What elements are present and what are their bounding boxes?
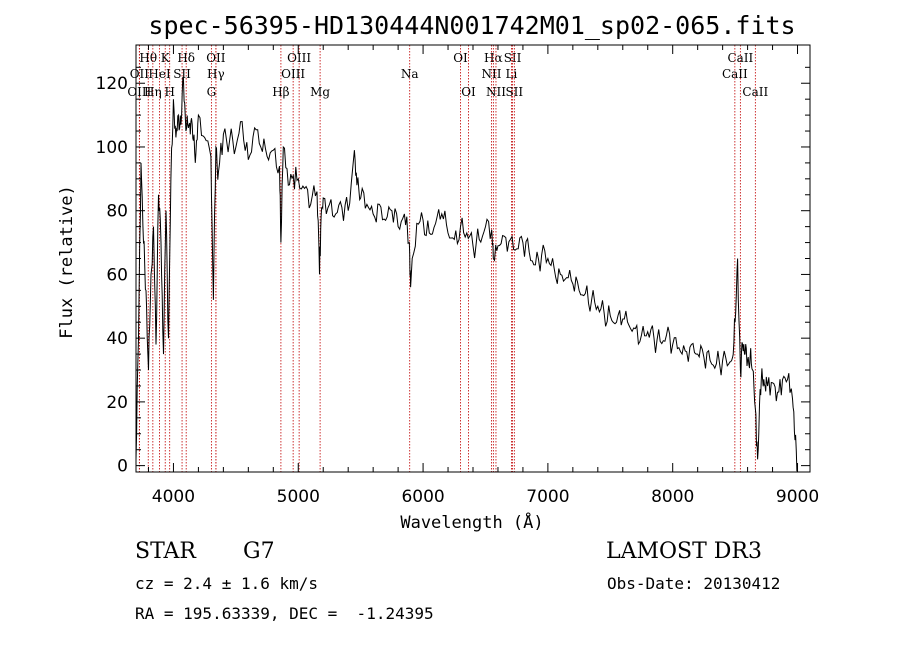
line-label-26: CaII <box>722 67 748 81</box>
observation-date: Obs-Date: 20130412 <box>607 574 781 593</box>
object-subclass: G7 <box>243 539 275 564</box>
spectrum-line <box>135 76 798 472</box>
x-tick-label-0: 4000 <box>152 487 195 507</box>
redshift-velocity: cz = 2.4 ± 1.6 km/s <box>135 574 319 593</box>
y-tick-label-0: 0 <box>117 457 128 477</box>
y-axis-label: Flux (relative) <box>57 185 77 339</box>
plot-frame <box>135 44 811 473</box>
line-label-16: Na <box>401 67 419 81</box>
x-tick-label-1: 5000 <box>277 487 320 507</box>
y-tick-label-4: 80 <box>106 202 128 222</box>
line-label-19: Hα <box>484 51 503 65</box>
x-tick-label-5: 9000 <box>776 487 819 507</box>
line-label-11: G <box>207 85 217 99</box>
x-tick-label-2: 6000 <box>401 487 444 507</box>
line-label-15: Mg <box>310 85 330 99</box>
line-label-12: OIII <box>287 51 311 65</box>
line-label-25: CaII <box>727 51 753 65</box>
x-tick-label-3: 7000 <box>526 487 569 507</box>
x-tick-label-4: 8000 <box>651 487 694 507</box>
line-label-21: NII <box>486 85 506 99</box>
line-label-27: CaII <box>742 85 768 99</box>
y-tick-label-5: 100 <box>96 138 128 158</box>
object-class: STAR <box>135 539 196 564</box>
line-label-4: HeI <box>148 67 171 81</box>
line-label-20: NII <box>481 67 501 81</box>
line-label-1: OII <box>130 67 150 81</box>
line-label-22: SII <box>504 51 522 65</box>
y-tick-label-1: 20 <box>106 393 128 413</box>
line-label-2: OIII <box>127 85 151 99</box>
line-label-24: SII <box>505 85 523 99</box>
line-label-7: Hδ <box>177 51 195 65</box>
line-label-8: SII <box>173 67 191 81</box>
ra-dec-coordinates: RA = 195.63339, DEC = -1.24395 <box>135 604 434 623</box>
line-label-14: Hβ <box>272 85 289 99</box>
line-label-17: OI <box>453 51 468 65</box>
y-tick-label-6: 120 <box>96 74 128 94</box>
line-label-18: OI <box>461 85 476 99</box>
line-label-0: Hθ <box>139 51 157 65</box>
spectrum-series <box>135 76 798 472</box>
x-axis-label: Wavelength (Å) <box>400 511 543 533</box>
y-tick-label-3: 60 <box>106 265 128 285</box>
line-label-10: Hγ <box>207 67 225 81</box>
plot-axes: 4000 5000 6000 7000 8000 9000 0 20 40 60 80 100 120 <box>96 44 819 507</box>
line-label-6: H <box>164 85 174 99</box>
chart-title: spec-56395-HD130444N001742M01_sp02-065.f… <box>148 11 795 40</box>
line-label-3: K <box>161 51 171 65</box>
line-label-23: Li <box>506 67 518 81</box>
line-label-13: OIII <box>281 67 305 81</box>
line-label-5: Hη <box>144 85 162 99</box>
y-tick-label-2: 40 <box>106 329 128 349</box>
survey-name: LAMOST DR3 <box>606 539 762 564</box>
